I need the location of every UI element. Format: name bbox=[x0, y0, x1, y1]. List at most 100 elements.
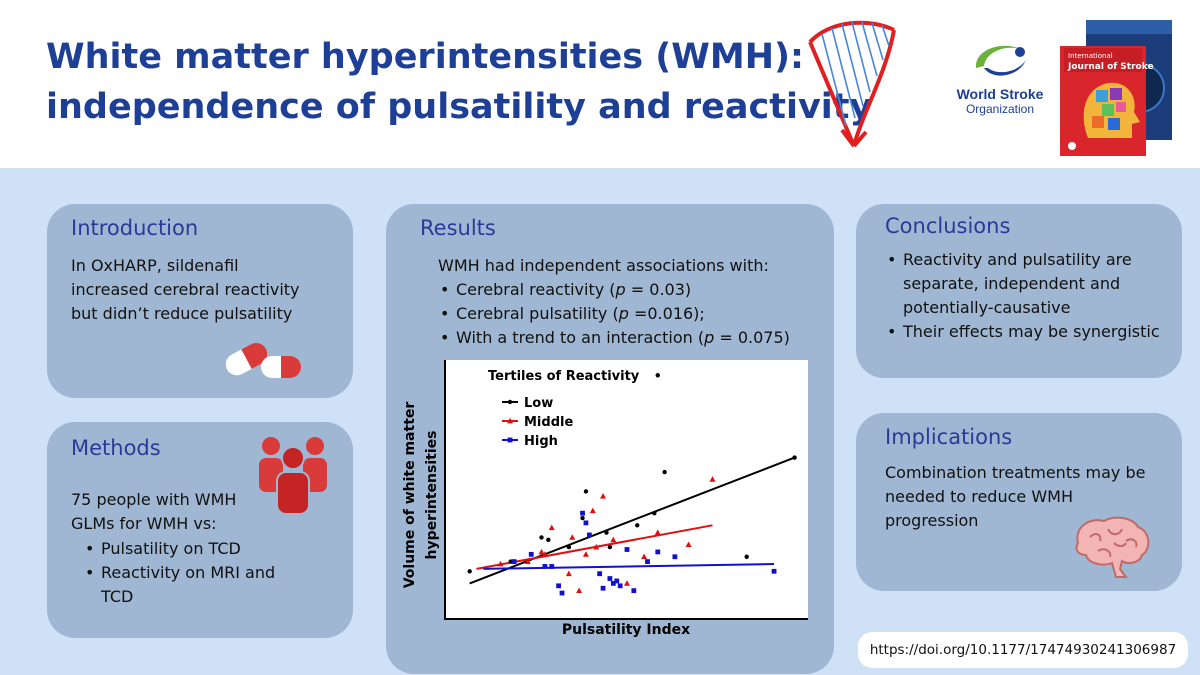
data-point-high bbox=[542, 564, 548, 569]
world-stroke-organization-logo: World Stroke Organization bbox=[950, 38, 1050, 128]
data-point-middle bbox=[576, 587, 583, 594]
methods-line: GLMs for WMH vs: bbox=[71, 514, 217, 533]
conclusions-panel: Conclusions Reactivity and pulsatility a… bbox=[856, 204, 1182, 378]
puzzle-head-illustration bbox=[1083, 82, 1140, 138]
implications-line: Combination treatments may be bbox=[885, 463, 1146, 482]
results-bullet: Cerebral pulsatility (p =0.016); bbox=[438, 302, 790, 326]
header-banner: White matter hyperintensities (WMH): ind… bbox=[0, 0, 1200, 168]
data-point-high bbox=[528, 551, 534, 557]
data-point-middle bbox=[589, 507, 596, 514]
implications-text: Combination treatments may be needed to … bbox=[885, 461, 1145, 533]
data-point-low bbox=[539, 535, 544, 540]
data-point-high bbox=[771, 568, 777, 574]
y-axis-label-line-2: hyperintensities bbox=[424, 431, 440, 560]
data-point-high bbox=[645, 559, 650, 564]
results-bullet: Cerebral reactivity (p = 0.03) bbox=[438, 278, 790, 302]
data-point-low bbox=[467, 569, 472, 574]
introduction-panel: Introduction In OxHARP, sildenafil incre… bbox=[47, 204, 353, 398]
brain-icon bbox=[1075, 516, 1150, 578]
data-point-high bbox=[580, 510, 585, 516]
data-point-low bbox=[607, 544, 613, 550]
data-point-high bbox=[586, 532, 592, 538]
data-point-high bbox=[607, 576, 613, 581]
results-bullets: Cerebral reactivity (p = 0.03) Cerebral … bbox=[438, 278, 790, 350]
methods-bullets: Pulsatility on TCD Reactivity on MRI and… bbox=[83, 537, 275, 609]
fit-line-high bbox=[483, 563, 775, 570]
title-line-2: independence of pulsatility and reactivi… bbox=[46, 87, 873, 127]
implications-line: needed to reduce WMH bbox=[885, 487, 1073, 506]
data-point-low bbox=[652, 511, 657, 516]
introduction-line: increased cerebral reactivity bbox=[71, 280, 300, 299]
legend-entry-high: High bbox=[502, 434, 558, 449]
data-point-high bbox=[624, 547, 630, 552]
legend-swatch-marker bbox=[507, 399, 513, 405]
data-point-high bbox=[655, 549, 661, 555]
wso-swirl-icon bbox=[975, 45, 1026, 76]
chart-x-axis-label: Pulsatility Index bbox=[561, 622, 691, 638]
pill-icon bbox=[225, 342, 301, 378]
data-point-high bbox=[600, 585, 606, 591]
data-point-high bbox=[549, 564, 555, 569]
data-point-low bbox=[655, 373, 660, 378]
data-point-middle bbox=[685, 541, 692, 548]
data-point-middle bbox=[641, 553, 648, 560]
data-point-high bbox=[631, 588, 637, 594]
data-point-high bbox=[672, 554, 678, 560]
data-point-low bbox=[744, 554, 749, 559]
conclusions-bullet: Reactivity and pulsatility areseparate, … bbox=[885, 248, 1160, 320]
data-point-low bbox=[580, 515, 585, 521]
wso-subname: Organization bbox=[965, 102, 1035, 116]
data-point-middle bbox=[654, 529, 661, 535]
data-point-low bbox=[566, 544, 572, 550]
legend-entry-low: Low bbox=[502, 396, 553, 411]
legend-swatch-marker bbox=[507, 437, 513, 443]
title-line-1: White matter hyperintensities (WMH): bbox=[46, 37, 805, 77]
data-point-high bbox=[610, 580, 616, 586]
methods-heading: Methods bbox=[71, 436, 161, 460]
data-point-middle bbox=[709, 476, 716, 482]
legend-entry-middle: Middle bbox=[502, 415, 573, 430]
scatter-plot: Tertiles of Reactivity Low Middle High bbox=[444, 360, 808, 620]
results-heading: Results bbox=[420, 216, 496, 240]
data-point-middle bbox=[624, 580, 630, 586]
data-point-middle bbox=[610, 536, 617, 543]
fit-line-low bbox=[469, 456, 795, 585]
methods-line: 75 people with WMH bbox=[71, 490, 237, 509]
data-point-middle bbox=[582, 551, 589, 557]
data-point-high bbox=[559, 590, 565, 596]
doi-link[interactable]: https://doi.org/10.1177/1747493024130698… bbox=[858, 632, 1188, 668]
legend-swatch-marker bbox=[507, 417, 513, 424]
data-point-high bbox=[614, 578, 620, 584]
chart-legend: Low Middle High bbox=[502, 396, 573, 449]
data-point-low bbox=[792, 455, 797, 460]
methods-panel: Methods 75 people with WMH GLMs for WMH … bbox=[47, 422, 353, 638]
conclusions-bullet: Their effects may be synergistic bbox=[885, 320, 1160, 344]
data-point-middle bbox=[569, 534, 576, 540]
data-point-middle bbox=[565, 570, 572, 577]
implications-panel: Implications Combination treatments may … bbox=[856, 413, 1182, 591]
data-point-high bbox=[583, 520, 589, 526]
legend-label: Low bbox=[524, 396, 553, 411]
journal-name-line-2: Journal of Stroke bbox=[1067, 62, 1154, 72]
legend-label: Middle bbox=[524, 415, 573, 430]
data-point-middle bbox=[524, 558, 531, 564]
implications-heading: Implications bbox=[885, 425, 1013, 449]
harp-logo bbox=[800, 14, 900, 156]
data-point-middle bbox=[600, 493, 607, 499]
introduction-text: In OxHARP, sildenafil increased cerebral… bbox=[71, 254, 300, 326]
data-point-middle bbox=[538, 548, 545, 555]
wso-name: World Stroke bbox=[956, 86, 1044, 102]
people-group-icon bbox=[259, 437, 327, 514]
fit-lines bbox=[469, 456, 795, 585]
introduction-heading: Introduction bbox=[71, 216, 199, 240]
results-intro: WMH had independent associations with: bbox=[438, 256, 769, 275]
data-point-middle bbox=[497, 560, 504, 567]
methods-text: 75 people with WMH GLMs for WMH vs: bbox=[71, 488, 236, 536]
data-point-low bbox=[583, 489, 589, 494]
implications-line: progression bbox=[885, 511, 979, 530]
conclusions-heading: Conclusions bbox=[885, 214, 1011, 238]
journal-cover: International Journal of Stroke bbox=[1058, 18, 1178, 158]
methods-bullet: Pulsatility on TCD bbox=[83, 537, 275, 561]
data-point-middle bbox=[541, 551, 548, 557]
